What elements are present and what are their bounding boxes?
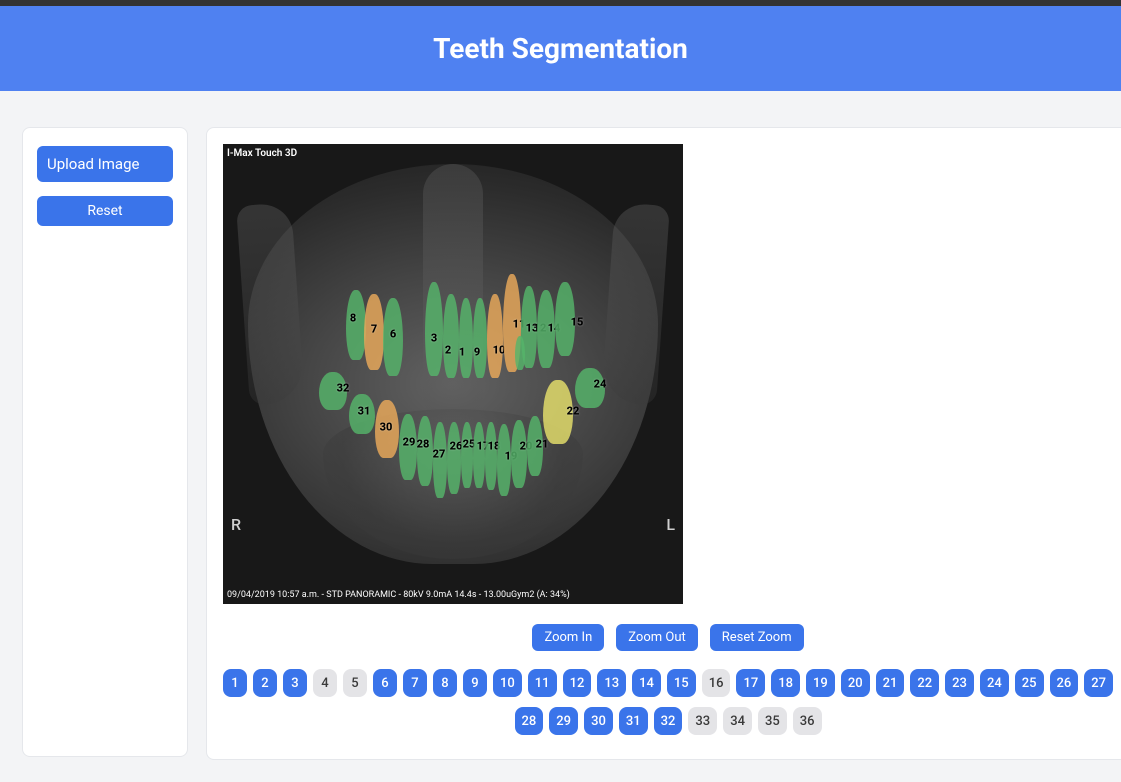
- tooth-label-3: 3: [431, 332, 437, 345]
- tooth-label-24: 24: [594, 378, 607, 391]
- tooth-overlay-3[interactable]: [425, 282, 443, 376]
- tooth-label-2: 2: [445, 344, 451, 357]
- tooth-pill-16[interactable]: 16: [702, 669, 731, 697]
- tooth-pill-1[interactable]: 1: [223, 669, 247, 697]
- tooth-pill-29[interactable]: 29: [549, 707, 578, 735]
- tooth-label-30: 30: [380, 421, 393, 434]
- content-panel: I-Max Touch 3D R L 876321910111312141532…: [206, 127, 1121, 760]
- zoom-controls: Zoom In Zoom Out Reset Zoom: [223, 624, 1113, 651]
- tooth-pill-15[interactable]: 15: [667, 669, 696, 697]
- tooth-pill-23[interactable]: 23: [945, 669, 974, 697]
- tooth-overlay-26[interactable]: [447, 422, 461, 494]
- tooth-pill-26[interactable]: 26: [1050, 669, 1079, 697]
- tooth-pill-19[interactable]: 19: [806, 669, 835, 697]
- tooth-pill-20[interactable]: 20: [841, 669, 870, 697]
- tooth-label-7: 7: [371, 323, 377, 336]
- page-header: Teeth Segmentation: [0, 6, 1121, 91]
- tooth-overlay-17[interactable]: [473, 422, 485, 488]
- xray-footer-label: 09/04/2019 10:57 a.m. - STD PANORAMIC - …: [227, 590, 570, 600]
- tooth-pill-14[interactable]: 14: [632, 669, 661, 697]
- tooth-label-32: 32: [337, 382, 350, 395]
- tooth-pill-5[interactable]: 5: [343, 669, 367, 697]
- tooth-label-6: 6: [390, 328, 396, 341]
- tooth-pill-33[interactable]: 33: [688, 707, 717, 735]
- zoom-out-button[interactable]: Zoom Out: [616, 624, 697, 651]
- tooth-overlay-20[interactable]: [511, 420, 527, 488]
- tooth-pill-21[interactable]: 21: [876, 669, 905, 697]
- tooth-pill-30[interactable]: 30: [584, 707, 613, 735]
- main-area: Upload Image Reset I-Max Touch 3D R L 87…: [0, 91, 1121, 760]
- tooth-overlay-28[interactable]: [417, 416, 433, 486]
- tooth-label-21: 21: [536, 438, 549, 451]
- tooth-overlay-18[interactable]: [485, 422, 497, 490]
- tooth-overlay-8[interactable]: [346, 290, 366, 360]
- tooth-button-grid: 1234567891011121314151617181920212223242…: [223, 669, 1113, 735]
- tooth-label-22: 22: [567, 405, 580, 418]
- tooth-pill-10[interactable]: 10: [493, 669, 522, 697]
- tooth-pill-4[interactable]: 4: [313, 669, 337, 697]
- tooth-overlay-25[interactable]: [461, 422, 473, 488]
- tooth-pill-32[interactable]: 32: [654, 707, 683, 735]
- tooth-pill-17[interactable]: 17: [736, 669, 765, 697]
- sidebar: Upload Image Reset: [22, 127, 188, 757]
- tooth-label-31: 31: [358, 405, 371, 418]
- tooth-button-row-2: 282930313233343536: [515, 707, 822, 735]
- tooth-pill-31[interactable]: 31: [619, 707, 648, 735]
- tooth-label-27: 27: [433, 448, 446, 461]
- reset-button[interactable]: Reset: [37, 196, 173, 226]
- tooth-pill-2[interactable]: 2: [253, 669, 277, 697]
- tooth-pill-25[interactable]: 25: [1015, 669, 1044, 697]
- tooth-overlay-1[interactable]: [459, 298, 473, 378]
- tooth-overlay-10[interactable]: [487, 294, 503, 378]
- tooth-label-29: 29: [403, 436, 416, 449]
- teeth-overlay-layer: 8763219101113121415323130292827262517181…: [223, 144, 683, 604]
- tooth-pill-35[interactable]: 35: [758, 707, 787, 735]
- tooth-label-9: 9: [474, 346, 480, 359]
- tooth-pill-9[interactable]: 9: [463, 669, 487, 697]
- tooth-label-1: 1: [459, 346, 465, 359]
- tooth-pill-18[interactable]: 18: [771, 669, 800, 697]
- tooth-pill-6[interactable]: 6: [373, 669, 397, 697]
- tooth-overlay-2[interactable]: [443, 294, 459, 378]
- tooth-label-28: 28: [417, 438, 430, 451]
- tooth-pill-24[interactable]: 24: [980, 669, 1009, 697]
- tooth-pill-28[interactable]: 28: [515, 707, 544, 735]
- tooth-pill-22[interactable]: 22: [910, 669, 939, 697]
- page-title: Teeth Segmentation: [433, 32, 688, 65]
- tooth-overlay-12[interactable]: [515, 336, 525, 370]
- xray-viewport[interactable]: I-Max Touch 3D R L 876321910111312141532…: [223, 144, 683, 604]
- tooth-button-row-1: 1234567891011121314151617181920212223242…: [223, 669, 1113, 697]
- tooth-pill-11[interactable]: 11: [528, 669, 557, 697]
- tooth-label-15: 15: [571, 316, 584, 329]
- reset-zoom-button[interactable]: Reset Zoom: [710, 624, 804, 651]
- tooth-pill-13[interactable]: 13: [597, 669, 626, 697]
- tooth-pill-27[interactable]: 27: [1084, 669, 1113, 697]
- zoom-in-button[interactable]: Zoom In: [532, 624, 604, 651]
- tooth-pill-12[interactable]: 12: [563, 669, 592, 697]
- tooth-pill-34[interactable]: 34: [723, 707, 752, 735]
- upload-image-button[interactable]: Upload Image: [37, 146, 173, 182]
- tooth-pill-7[interactable]: 7: [403, 669, 427, 697]
- tooth-pill-36[interactable]: 36: [793, 707, 822, 735]
- tooth-pill-3[interactable]: 3: [283, 669, 307, 697]
- tooth-pill-8[interactable]: 8: [433, 669, 457, 697]
- tooth-overlay-9[interactable]: [473, 298, 487, 378]
- tooth-label-8: 8: [350, 312, 356, 325]
